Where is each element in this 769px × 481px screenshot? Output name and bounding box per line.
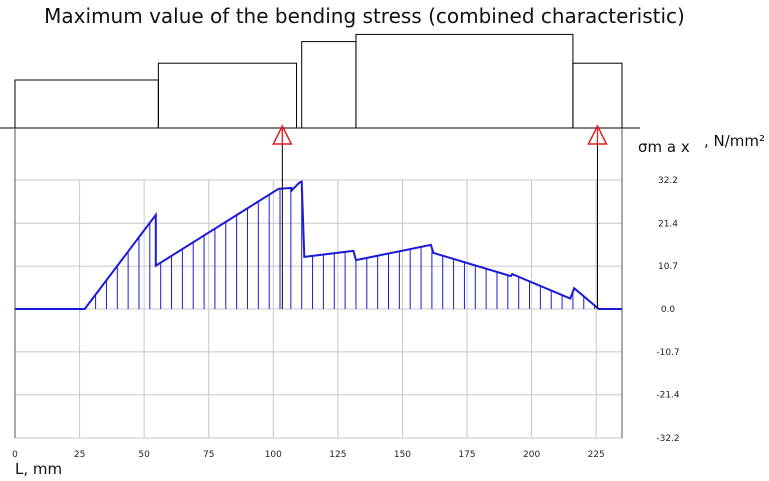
grid-lines xyxy=(14,128,623,439)
y-tick-label: 21.4 xyxy=(658,219,678,229)
chart-title: Maximum value of the bending stress (com… xyxy=(44,4,685,28)
x-tick-label: 25 xyxy=(74,450,85,460)
tick-labels: 0 25 50 75 100 125 150 175 200 225 32.2 21.4 10.7 0.0… xyxy=(12,176,680,460)
x-tick-label: 150 xyxy=(394,450,411,460)
support-markers xyxy=(272,124,608,309)
x-tick-label: 175 xyxy=(458,450,475,460)
stress-curve xyxy=(15,180,622,310)
shaft-section xyxy=(355,33,574,129)
shaft-section xyxy=(14,79,159,129)
x-tick-label: 125 xyxy=(329,450,346,460)
y-tick-label: -32.2 xyxy=(656,434,679,444)
x-tick-label: 200 xyxy=(523,450,540,460)
x-tick-label: 100 xyxy=(265,450,282,460)
x-tick-label: 75 xyxy=(203,450,214,460)
y-axis-unit: , N/mm² xyxy=(704,132,765,150)
y-tick-label: 32.2 xyxy=(658,176,678,186)
stress-line xyxy=(15,180,622,310)
y-axis-label: σm a x xyxy=(638,138,690,156)
y-tick-label: -10.7 xyxy=(656,348,679,358)
y-tick-label: -21.4 xyxy=(656,391,680,401)
shaft-section xyxy=(572,62,623,129)
axis-labels: σm a x , N/mm² L, mm xyxy=(15,132,765,478)
y-tick-label: 0.0 xyxy=(661,305,676,315)
x-tick-label: 50 xyxy=(138,450,150,460)
x-tick-label: 225 xyxy=(588,450,605,460)
shaft-section xyxy=(301,41,357,129)
shaft-section xyxy=(157,62,298,129)
shaft-profile xyxy=(0,33,640,129)
x-tick-label: 0 xyxy=(12,450,18,460)
y-tick-label: 10.7 xyxy=(658,262,678,272)
x-axis-label: L, mm xyxy=(15,460,62,478)
hatch-lines xyxy=(95,181,596,309)
